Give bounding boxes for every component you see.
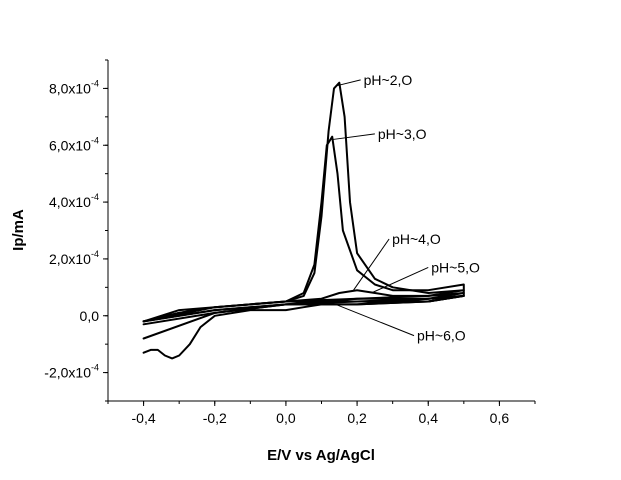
annotation-label-ph3: pH~3,O — [378, 126, 427, 142]
y-tick-exponent: -4 — [91, 192, 99, 202]
x-tick-label-4: 0,4 — [419, 410, 439, 426]
x-tick-label-2: 0,0 — [276, 410, 296, 426]
x-tick-label-0: -0,4 — [132, 410, 156, 426]
x-tick-label-5: 0,6 — [490, 410, 510, 426]
annotations-group: pH~2,O pH~3,O pH~4,O pH~5,O pH~6,O — [328, 72, 480, 344]
y-tick-mantissa: 0,0 — [80, 308, 100, 324]
y-axis-title: Ip/mA — [10, 209, 27, 251]
annotation-label-ph2: pH~2,O — [364, 72, 413, 88]
curve-ph6 — [142, 294, 465, 360]
curve-ph2 — [142, 81, 465, 323]
x-axis-title: E/V vs Ag/AgCl — [267, 447, 375, 464]
annotation-leader-ph4 — [353, 238, 390, 291]
annotation-label-ph4: pH~4,O — [392, 231, 441, 247]
y-tick-mantissa: 8,0x10 — [49, 80, 91, 96]
annotation-leader-ph5 — [371, 266, 429, 294]
y-tick-mantissa: 2,0x10 — [49, 251, 91, 267]
y-tick-mantissa: 4,0x10 — [49, 194, 91, 210]
annotation-label-ph5: pH~5,O — [431, 259, 480, 275]
y-tick-exponent: -4 — [91, 135, 99, 145]
y-axis-ticks: 8,0x10-46,0x10-44,0x10-42,0x10-40,0-2,0x… — [44, 59, 108, 402]
y-tick-exponent: -4 — [91, 363, 99, 373]
y-tick-label-2: 4,0x10-4 — [49, 192, 99, 210]
y-tick-mantissa: 6,0x10 — [49, 137, 91, 153]
y-tick-label-0: 8,0x10-4 — [49, 78, 99, 96]
annotation-leader-ph2 — [337, 79, 361, 87]
plot-area — [107, 60, 535, 402]
x-tick-label-3: 0,2 — [347, 410, 367, 426]
x-axis-ticks: -0,4 -0,2 0,0 0,2 0,4 0,6 — [107, 401, 536, 426]
y-tick-label-1: 6,0x10-4 — [49, 135, 99, 153]
x-tick-label-1: -0,2 — [203, 410, 227, 426]
y-tick-label-5: -2,0x10-4 — [44, 363, 99, 381]
y-tick-exponent: -4 — [91, 78, 99, 88]
curve-ph3 — [142, 135, 465, 323]
annotation-leader-ph6 — [328, 301, 415, 337]
y-tick-mantissa: -2,0x10 — [44, 365, 91, 381]
y-tick-label-4: 0,0 — [80, 308, 100, 324]
annotation-label-ph6: pH~6,O — [417, 328, 466, 344]
y-tick-label-3: 2,0x10-4 — [49, 249, 99, 267]
annotation-leader-ph3 — [332, 133, 375, 141]
curves-group — [142, 81, 465, 360]
y-tick-exponent: -4 — [91, 249, 99, 259]
